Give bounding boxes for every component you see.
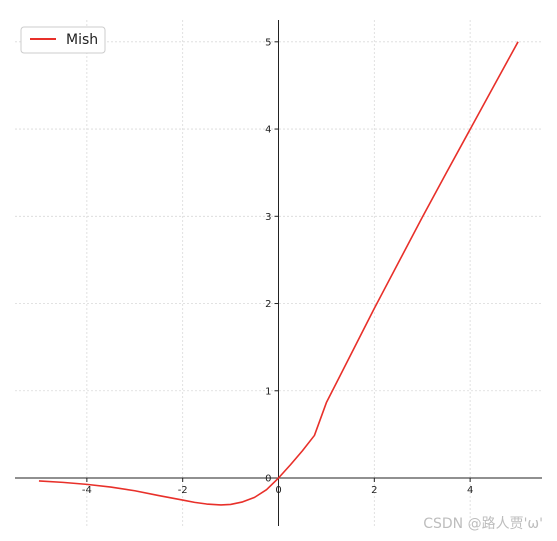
- legend: Mish: [20, 26, 106, 54]
- x-tick-label: 0: [275, 485, 281, 496]
- y-tick-label: 1: [265, 386, 271, 397]
- x-tick-label: 2: [371, 485, 377, 496]
- watermark: CSDN @路人贾'ω': [423, 516, 543, 532]
- x-tick-label: 4: [467, 485, 473, 496]
- y-tick-label: 5: [265, 37, 271, 48]
- axes: -4 -2 0 2 4 0 1 2 3 4 5: [15, 20, 542, 526]
- legend-label-mish: Mish: [66, 32, 98, 48]
- x-tick-label: -4: [82, 485, 92, 496]
- y-tick-label: 2: [265, 299, 271, 310]
- series-line-mish: [38, 41, 519, 506]
- y-tick-label: 0: [265, 474, 271, 485]
- legend-box: [20, 26, 106, 54]
- series-layer: [38, 41, 519, 506]
- y-tick-label: 4: [265, 125, 271, 136]
- y-tick-label: 3: [265, 212, 271, 223]
- x-tick-label: -2: [178, 485, 188, 496]
